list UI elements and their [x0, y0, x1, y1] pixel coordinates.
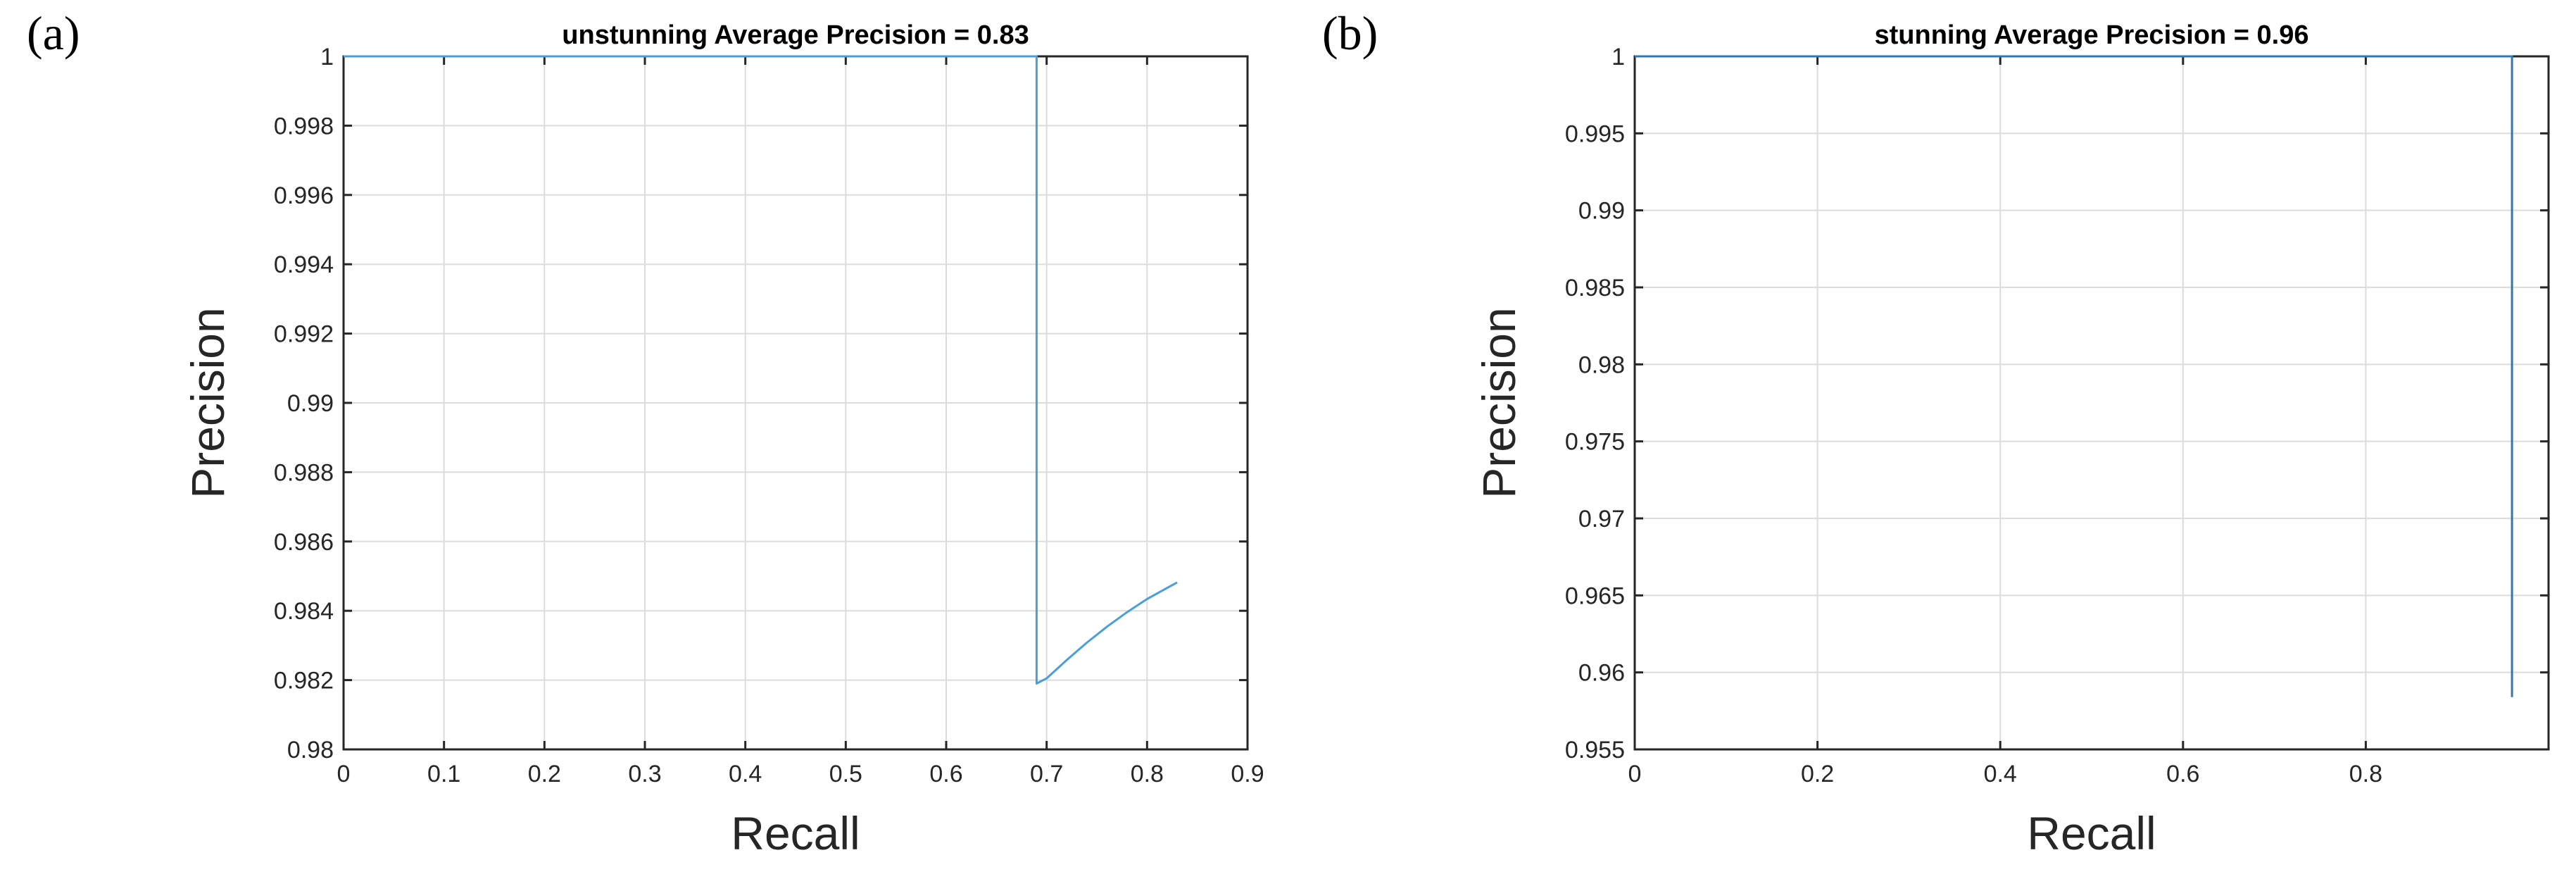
y-tick-label: 0.988	[274, 459, 334, 486]
precision-recall-curve	[344, 55, 1178, 685]
y-tick-label: 0.996	[274, 182, 334, 209]
x-tick-label: 0.6	[929, 761, 962, 787]
x-tick-label: 0.7	[1030, 761, 1063, 787]
y-tick-label: 0.985	[1565, 275, 1625, 301]
x-tick-label: 0.6	[2166, 761, 2199, 787]
y-tick-label: 0.99	[1578, 198, 1625, 225]
y-axis-label: Precision	[182, 307, 234, 498]
x-tick-label: 0.4	[729, 761, 762, 787]
y-tick-label: 0.982	[274, 668, 334, 694]
y-tick-label: 1	[320, 44, 334, 70]
y-tick-label: 0.995	[1565, 120, 1625, 147]
y-tick-label: 0.984	[274, 598, 334, 625]
y-tick-label: 0.955	[1565, 737, 1625, 763]
x-tick-label: 0.2	[528, 761, 561, 787]
y-tick-label: 0.98	[1578, 351, 1625, 378]
x-tick-label: 0	[337, 761, 351, 787]
y-tick-label: 0.975	[1565, 429, 1625, 456]
plot-frame	[1633, 55, 2550, 751]
y-tick-label: 0.96	[1578, 660, 1625, 687]
x-tick-label: 0.8	[1131, 761, 1164, 787]
y-tick-label: 0.992	[274, 321, 334, 348]
chart-a: (a) 0 0.1 0.2 0.3 0.4 0.5 0.6 0.7 0.8 0.9 0.98 0.98…	[27, 6, 1264, 859]
x-tick-label: 0.1	[427, 761, 460, 787]
x-tick-label: 0.4	[1984, 761, 2017, 787]
x-tick-label: 0.3	[628, 761, 661, 787]
x-axis-label: Recall	[2027, 807, 2156, 859]
panel-label: (b)	[1322, 6, 1378, 60]
x-tick-label: 0.2	[1801, 761, 1834, 787]
x-tick-label: 0.8	[2349, 761, 2382, 787]
chart-title: unstunning Average Precision = 0.83	[562, 20, 1029, 50]
y-tick-label: 0.986	[274, 529, 334, 556]
panel-label: (a)	[27, 6, 80, 60]
y-tick-label: 1	[1611, 44, 1625, 70]
x-axis-label: Recall	[731, 807, 860, 859]
y-axis-label: Precision	[1473, 307, 1525, 498]
chart-b: (b) 0 0.2 0.4 0.6 0.8 0.955 0.96 0.965 0.97 0.975…	[1322, 6, 2550, 859]
y-tick-label: 0.998	[274, 113, 334, 139]
x-tick-label: 0.9	[1231, 761, 1264, 787]
y-tick-label: 0.97	[1578, 506, 1625, 532]
y-tick-label: 0.965	[1565, 582, 1625, 609]
x-tick-label: 0	[1628, 761, 1642, 787]
chart-title: stunning Average Precision = 0.96	[1874, 20, 2308, 50]
precision-recall-curve	[1635, 55, 2513, 697]
x-tick-label: 0.5	[829, 761, 862, 787]
y-tick-label: 0.99	[287, 390, 334, 417]
y-tick-label: 0.98	[287, 737, 334, 763]
y-tick-label: 0.994	[274, 251, 334, 278]
